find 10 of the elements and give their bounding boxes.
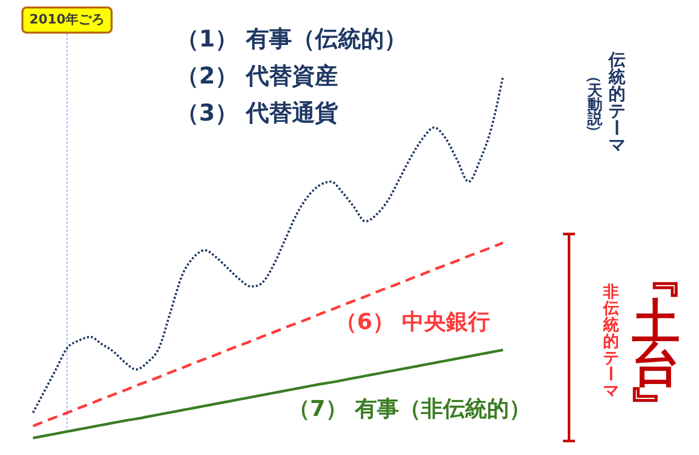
text: 伝統的テーマ <box>606 50 626 156</box>
text: 『土台』 <box>626 254 682 430</box>
text: （1） 有事（伝統的） <box>176 26 408 52</box>
annotation: （3） 代替通貨 <box>176 100 338 126</box>
series-label: （7） 有事（非伝統的） <box>288 397 531 422</box>
text: （天動説） <box>585 68 604 140</box>
text: 非伝統的テーマ <box>600 282 620 400</box>
annotation: （2） 代替資産 <box>176 62 338 90</box>
text: 2010年ごろ <box>29 12 105 28</box>
series-label: （6） 中央銀行 <box>335 310 490 336</box>
